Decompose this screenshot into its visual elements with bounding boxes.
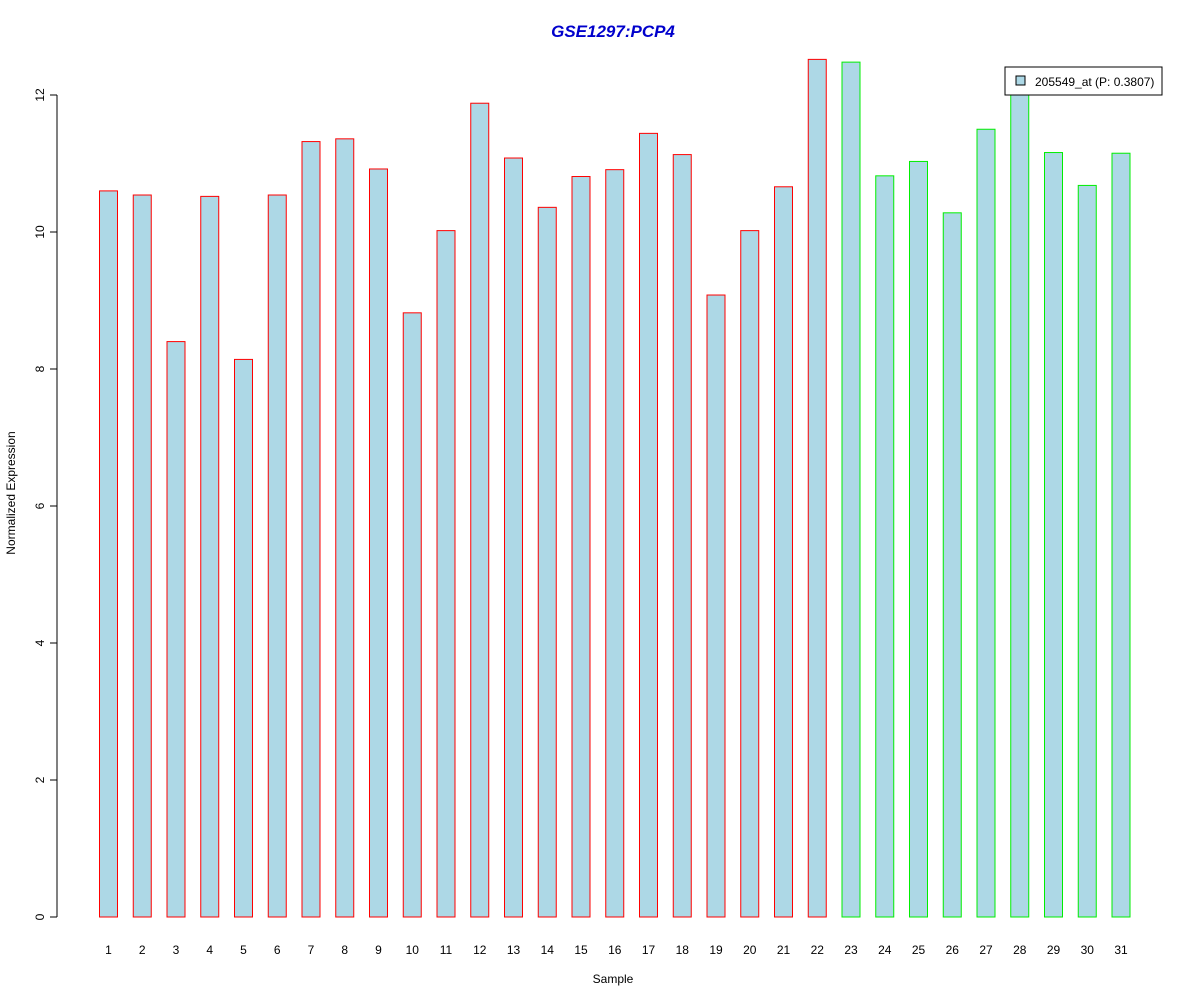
y-tick-label: 6 [33,502,47,509]
bar-sample-11 [436,230,456,918]
x-tick-label: 29 [1047,943,1061,957]
bar-sample-24 [875,175,895,918]
bar-sample-2 [132,194,152,918]
bar-sample-13 [504,157,523,918]
x-tick-label: 17 [642,943,656,957]
y-tick-label: 4 [33,639,47,646]
x-axis-label: Sample [593,972,634,986]
bar-sample-15 [571,176,591,918]
bars [99,58,1131,918]
x-tick-label: 18 [676,943,690,957]
bar-sample-12 [470,102,490,918]
x-tick-label: 25 [912,943,926,957]
chart-title: GSE1297:PCP4 [551,22,675,41]
bar-sample-6 [267,194,287,918]
x-tick-label: 8 [341,943,348,957]
x-tick-label: 11 [440,943,453,957]
y-axis: 0 2 4 6 8 10 12 [33,88,58,920]
x-tick-label: 5 [240,943,247,957]
x-tick-label: 6 [274,943,281,957]
legend-label: 205549_at (P: 0.3807) [1035,75,1154,89]
bar-sample-31 [1111,152,1131,918]
bar-sample-18 [672,154,692,918]
bar-sample-3 [166,341,186,918]
bar-sample-23 [841,61,861,918]
x-tick-label: 26 [946,943,960,957]
x-tick-label: 13 [507,943,521,957]
y-axis-label: Normalized Expression [4,431,18,554]
bar-sample-14 [537,206,557,918]
y-tick-label: 10 [33,225,47,239]
x-tick-label: 27 [979,943,993,957]
x-tick-label: 2 [139,943,146,957]
bar-sample-4 [200,195,220,918]
legend-swatch [1015,75,1026,86]
x-tick-label: 30 [1081,943,1095,957]
bar-sample-20 [740,230,760,918]
x-tick-label: 23 [844,943,858,957]
bar-sample-29 [1044,152,1063,918]
x-tick-label: 22 [811,943,825,957]
bar-sample-9 [369,168,388,918]
x-tick-label: 3 [173,943,180,957]
bar-sample-1 [99,190,118,918]
x-tick-label: 12 [473,943,487,957]
x-tick-label: 4 [206,943,213,957]
bar-sample-5 [234,358,253,918]
bar-sample-22 [807,58,827,918]
bar-sample-30 [1077,184,1097,918]
bar-sample-27 [976,128,996,918]
bar-sample-16 [605,169,625,918]
x-axis: 1 2 3 4 5 6 7 8 9 10 11 12 13 14 15 16 17 18 19 20 21 22 23 24 2… [105,943,1128,957]
x-tick-label: 15 [574,943,588,957]
bar-sample-19 [706,294,726,918]
x-tick-label: 31 [1114,943,1128,957]
x-tick-label: 19 [709,943,723,957]
bar-sample-25 [909,160,928,918]
bar-sample-26 [942,212,962,918]
y-tick-label: 0 [33,913,47,920]
x-tick-label: 9 [375,943,382,957]
bar-sample-28 [1010,87,1030,918]
bar-sample-8 [335,138,355,918]
x-tick-label: 1 [105,943,112,957]
y-tick-label: 2 [33,776,47,783]
y-tick-label: 12 [33,88,47,102]
legend: 205549_at (P: 0.3807) [1004,66,1163,96]
bar-sample-10 [402,312,422,918]
x-tick-label: 28 [1013,943,1027,957]
x-tick-label: 7 [308,943,315,957]
x-tick-label: 20 [743,943,757,957]
legend-box [1004,66,1163,96]
bar-sample-7 [301,141,321,918]
x-tick-label: 10 [406,943,420,957]
x-tick-label: 21 [777,943,791,957]
x-tick-label: 16 [608,943,622,957]
bar-sample-21 [774,186,793,918]
x-tick-label: 14 [541,943,555,957]
y-tick-label: 8 [33,365,47,372]
bar-sample-17 [639,132,658,918]
x-tick-label: 24 [878,943,892,957]
